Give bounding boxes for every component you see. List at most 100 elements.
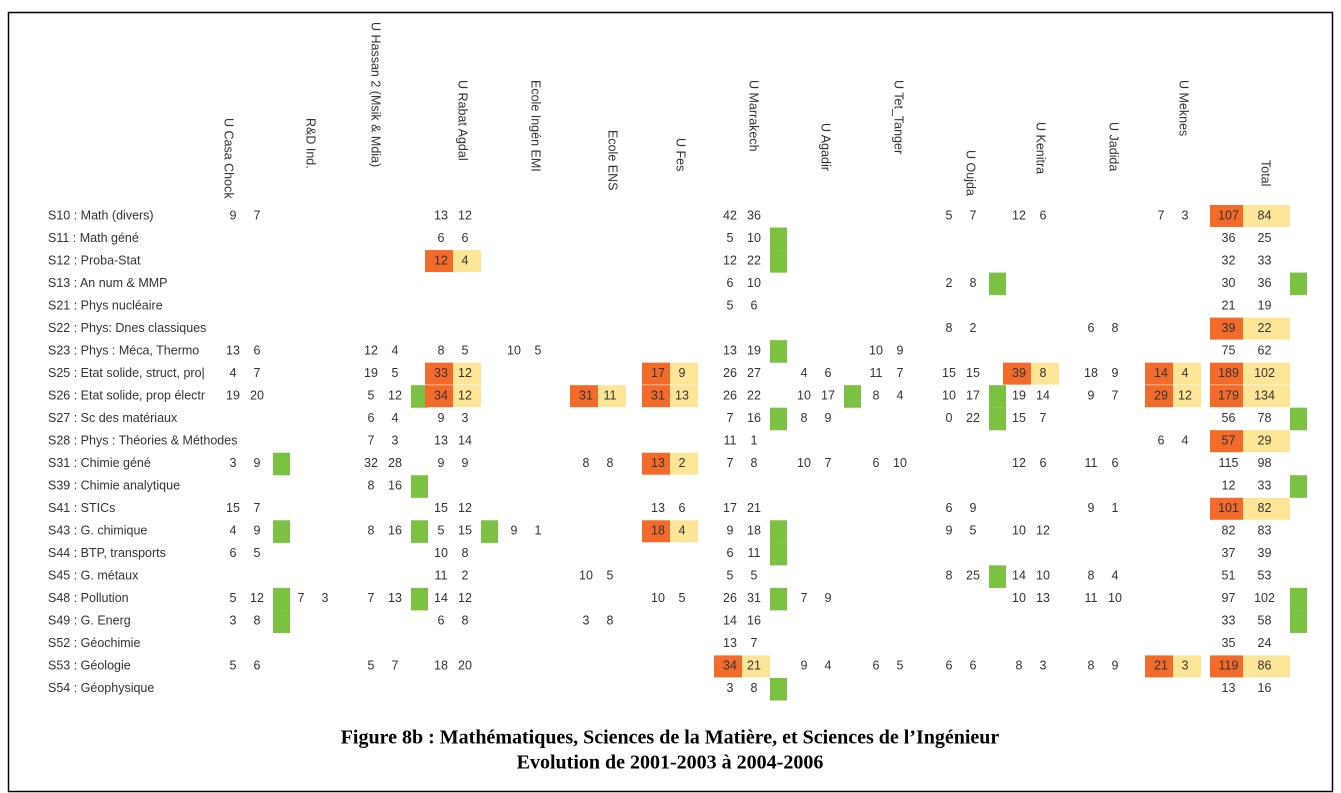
value-2004-2006: 22 xyxy=(747,388,761,402)
value-2004-2006: 15 xyxy=(966,366,980,380)
value-2001-2003: 9 xyxy=(1088,501,1095,515)
value-2004-2006: 84 xyxy=(1258,208,1272,222)
value-2001-2003: 115 xyxy=(1219,456,1239,470)
value-2001-2003: 11 xyxy=(435,569,448,583)
value-2004-2006: 10 xyxy=(893,456,907,470)
value-2001-2003: 5 xyxy=(230,659,237,673)
column-header: U Hassan 2 (Msik & Mdia) xyxy=(369,22,383,167)
growth-marker xyxy=(1290,610,1307,633)
value-2004-2006: 10 xyxy=(1036,569,1050,583)
column-header: U Oujda xyxy=(964,150,978,196)
growth-marker xyxy=(273,452,290,476)
value-2001-2003: 11 xyxy=(1085,591,1098,605)
decline-cell xyxy=(425,250,453,273)
growth-marker xyxy=(770,542,787,566)
value-2004-2006: 25 xyxy=(1258,231,1272,245)
decline-cell xyxy=(1145,385,1173,408)
value-2001-2003: 11 xyxy=(724,433,737,447)
growth-marker xyxy=(770,250,787,273)
value-2001-2003: 10 xyxy=(869,343,883,357)
decline-cell xyxy=(642,520,670,543)
value-2001-2003: 8 xyxy=(801,411,808,425)
value-2001-2003: 6 xyxy=(1088,321,1095,335)
value-2001-2003: 8 xyxy=(946,321,953,335)
column-header: U Fes xyxy=(674,138,688,171)
decline-cell xyxy=(642,362,670,385)
value-2004-2006: 11 xyxy=(748,546,761,560)
value-2001-2003: 4 xyxy=(801,366,808,380)
value-2001-2003: 10 xyxy=(507,343,521,357)
value-2001-2003: 11 xyxy=(1085,456,1098,470)
value-2004-2006: 12 xyxy=(458,591,472,605)
value-2001-2003: 13 xyxy=(226,343,240,357)
value-2004-2006: 33 xyxy=(1258,253,1272,267)
value-2001-2003: 12 xyxy=(364,343,378,357)
value-2001-2003: 13 xyxy=(651,501,665,515)
caption-title: Figure 8b : Mathématiques, Sciences de l… xyxy=(341,727,1000,749)
value-2004-2006: 21 xyxy=(747,501,761,515)
value-2004-2006: 36 xyxy=(747,208,761,222)
value-2004-2006: 9 xyxy=(825,411,832,425)
value-2001-2003: 8 xyxy=(1088,569,1095,583)
value-2001-2003: 13 xyxy=(651,456,665,470)
row-label: S54 : Géophysique xyxy=(48,681,154,695)
growth-marker xyxy=(1290,272,1307,296)
value-2004-2006: 13 xyxy=(675,388,689,402)
column-header: U Tet_Tanger xyxy=(892,80,906,154)
value-2004-2006: 16 xyxy=(388,524,402,538)
column-header: U Kenitra xyxy=(1034,122,1048,174)
value-2001-2003: 8 xyxy=(946,569,953,583)
value-2004-2006: 14 xyxy=(1036,388,1050,402)
value-2001-2003: 14 xyxy=(434,591,448,605)
value-2004-2006: 12 xyxy=(458,388,472,402)
value-2001-2003: 7 xyxy=(727,456,734,470)
value-2001-2003: 12 xyxy=(1012,208,1026,222)
value-2004-2006: 36 xyxy=(1258,276,1272,290)
decline-cell xyxy=(425,362,453,385)
value-2004-2006: 58 xyxy=(1258,614,1272,628)
value-2001-2003: 6 xyxy=(873,659,880,673)
value-2004-2006: 1 xyxy=(1112,501,1119,515)
value-2004-2006: 4 xyxy=(392,343,399,357)
value-2001-2003: 10 xyxy=(942,388,956,402)
value-2001-2003: 10 xyxy=(579,569,593,583)
value-2001-2003: 9 xyxy=(230,208,237,222)
value-2001-2003: 15 xyxy=(226,501,240,515)
decline-cell xyxy=(1003,362,1031,385)
value-2004-2006: 22 xyxy=(1258,321,1272,335)
value-2001-2003: 10 xyxy=(651,591,665,605)
value-2004-2006: 28 xyxy=(388,456,402,470)
value-2001-2003: 31 xyxy=(651,388,665,402)
value-2004-2006: 9 xyxy=(825,591,832,605)
value-2004-2006: 6 xyxy=(254,343,261,357)
row-label: S49 : G. Energ xyxy=(48,614,131,628)
growth-marker xyxy=(770,677,787,701)
decline-cell xyxy=(1210,497,1243,520)
value-2004-2006: 12 xyxy=(1178,388,1192,402)
value-2004-2006: 8 xyxy=(462,614,469,628)
value-2001-2003: 9 xyxy=(438,456,445,470)
row-label: S48 : Pollution xyxy=(48,591,129,605)
value-2001-2003: 39 xyxy=(1222,321,1236,335)
value-2004-2006: 7 xyxy=(254,208,261,222)
value-2004-2006: 29 xyxy=(1258,433,1272,447)
value-2004-2006: 31 xyxy=(747,591,761,605)
value-2001-2003: 10 xyxy=(797,456,811,470)
row-label: S45 : G. métaux xyxy=(48,569,139,583)
value-2004-2006: 5 xyxy=(970,524,977,538)
value-2004-2006: 9 xyxy=(897,343,904,357)
value-2004-2006: 12 xyxy=(250,591,264,605)
growth-marker xyxy=(844,385,861,408)
value-2004-2006: 9 xyxy=(254,456,261,470)
value-2001-2003: 5 xyxy=(230,591,237,605)
value-2001-2003: 10 xyxy=(434,546,448,560)
value-2001-2003: 6 xyxy=(946,501,953,515)
row-label: S41 : STICs xyxy=(48,501,115,515)
value-2004-2006: 7 xyxy=(897,366,904,380)
value-2004-2006: 5 xyxy=(392,366,399,380)
decline-cell xyxy=(1243,385,1290,408)
growth-marker xyxy=(989,565,1006,588)
value-2004-2006: 21 xyxy=(747,659,761,673)
decline-cell xyxy=(742,655,770,678)
value-2001-2003: 8 xyxy=(438,343,445,357)
